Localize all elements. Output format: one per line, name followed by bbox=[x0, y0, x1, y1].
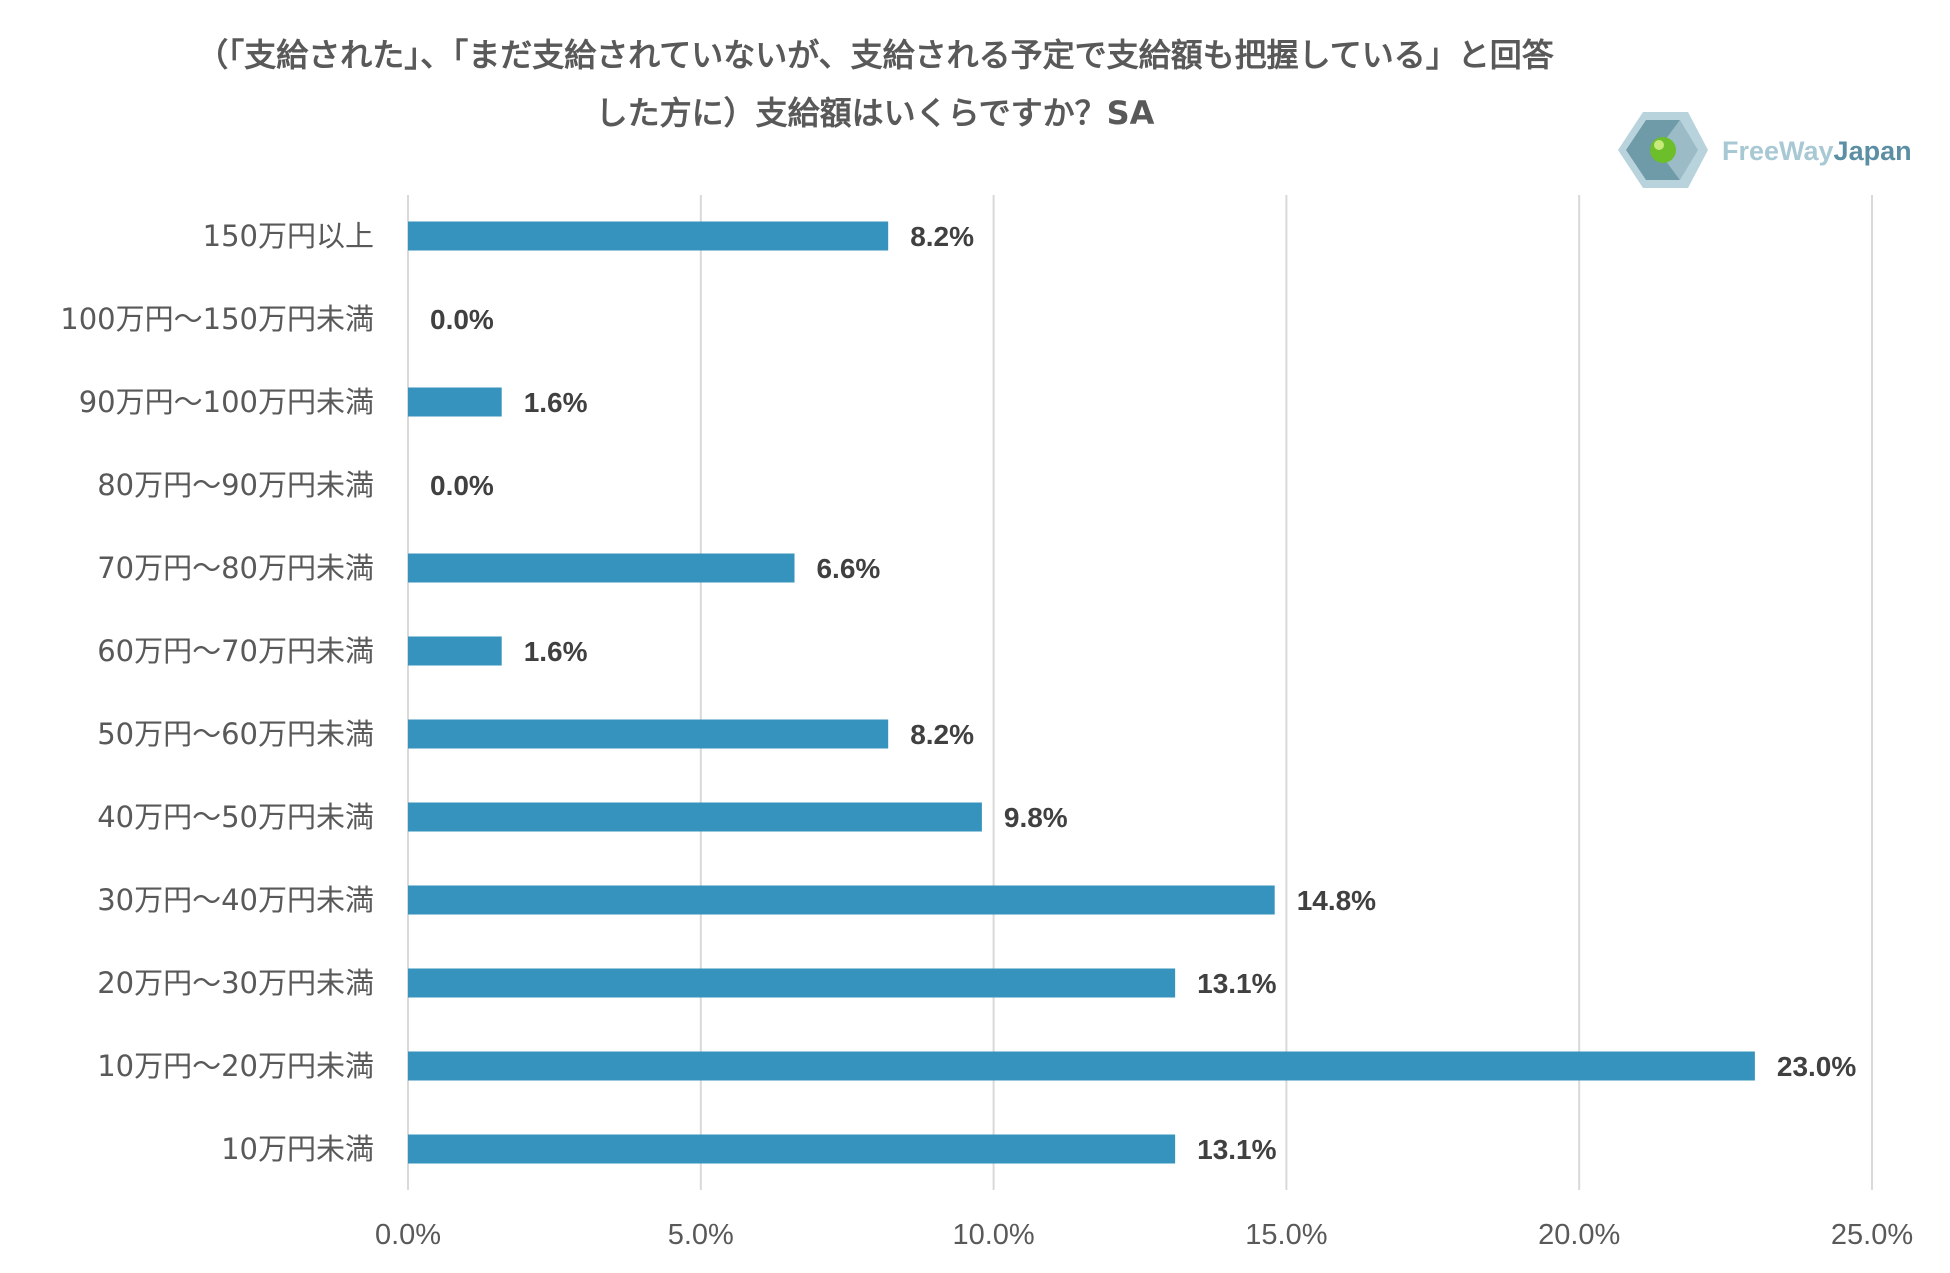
category-label: 30万円〜40万円未満 bbox=[97, 883, 374, 917]
x-tick-label: 5.0% bbox=[668, 1219, 734, 1251]
logo-text-freeway: FreeWay bbox=[1722, 136, 1834, 166]
x-tick-label: 0.0% bbox=[375, 1219, 441, 1251]
category-label: 20万円〜30万円未満 bbox=[97, 966, 374, 1000]
logo-hexagon-inner bbox=[1658, 120, 1698, 180]
category-label: 10万円未満 bbox=[221, 1132, 374, 1166]
data-label: 23.0% bbox=[1777, 1051, 1856, 1082]
category-label: 80万円〜90万円未満 bbox=[97, 468, 374, 502]
gridlines bbox=[407, 195, 1873, 1190]
bar bbox=[408, 885, 1275, 915]
logo-text-japan: Japan bbox=[1834, 136, 1912, 166]
data-labels: 8.2% 0.0% 1.6% 0.0% 6.6% 1.6% 8.2% 9.8% 14.8% 13.… bbox=[430, 221, 1856, 1165]
data-label: 1.6% bbox=[524, 636, 588, 667]
x-tick-label: 10.0% bbox=[952, 1219, 1034, 1251]
data-label: 13.1% bbox=[1197, 1134, 1276, 1165]
bars bbox=[408, 221, 1755, 1164]
bar bbox=[408, 968, 1176, 998]
category-label: 90万円〜100万円未満 bbox=[79, 385, 374, 419]
bar bbox=[408, 221, 889, 251]
data-label: 0.0% bbox=[430, 470, 494, 501]
category-label: 40万円〜50万円未満 bbox=[97, 800, 374, 834]
bar bbox=[408, 1134, 1176, 1164]
x-tick-label: 15.0% bbox=[1245, 1219, 1327, 1251]
freeway-japan-logo: FreeWayJapan bbox=[1618, 112, 1912, 188]
bar bbox=[408, 802, 982, 832]
data-label: 9.8% bbox=[1004, 802, 1068, 833]
bar bbox=[408, 1051, 1755, 1081]
data-label: 13.1% bbox=[1197, 968, 1276, 999]
bar bbox=[408, 553, 795, 583]
bar bbox=[408, 387, 502, 417]
x-axis-tick-labels: 0.0% 5.0% 10.0% 15.0% 20.0% 25.0% bbox=[375, 1219, 1913, 1251]
logo-sphere-highlight bbox=[1654, 140, 1664, 150]
data-label: 6.6% bbox=[816, 553, 880, 584]
category-label: 10万円〜20万円未満 bbox=[97, 1049, 374, 1083]
bar bbox=[408, 636, 502, 666]
x-tick-label: 20.0% bbox=[1538, 1219, 1620, 1251]
category-label: 60万円〜70万円未満 bbox=[97, 634, 374, 668]
category-label: 70万円〜80万円未満 bbox=[97, 551, 374, 585]
x-tick-label: 25.0% bbox=[1831, 1219, 1913, 1251]
category-label: 50万円〜60万円未満 bbox=[97, 717, 374, 751]
chart-title-line-2: した方に）支給額はいくらですか？SA bbox=[595, 94, 1155, 132]
chart-title-line-1: （「支給された」、「まだ支給されていないが、支給される予定で支給額も把握している… bbox=[196, 36, 1554, 74]
bar bbox=[408, 719, 889, 749]
category-label: 100万円〜150万円未満 bbox=[60, 302, 374, 336]
svg-text:FreeWayJapan: FreeWayJapan bbox=[1722, 136, 1912, 166]
data-label: 14.8% bbox=[1297, 885, 1376, 916]
data-label: 8.2% bbox=[910, 719, 974, 750]
data-label: 1.6% bbox=[524, 387, 588, 418]
data-label: 0.0% bbox=[430, 304, 494, 335]
category-label: 150万円以上 bbox=[203, 219, 374, 253]
data-label: 8.2% bbox=[910, 221, 974, 252]
category-labels: 150万円以上 100万円〜150万円未満 90万円〜100万円未満 80万円〜90万… bbox=[60, 219, 374, 1166]
chart-title: （「支給された」、「まだ支給されていないが、支給される予定で支給額も把握している… bbox=[150, 26, 1600, 142]
